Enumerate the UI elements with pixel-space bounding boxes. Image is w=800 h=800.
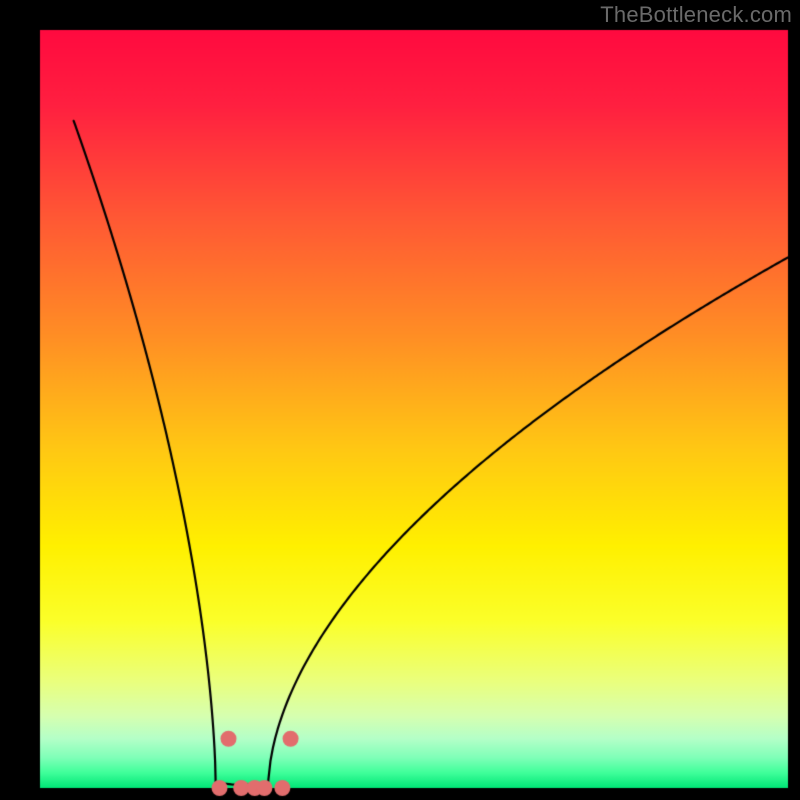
bottleneck-curve-chart	[0, 0, 800, 800]
chart-stage: TheBottleneck.com	[0, 0, 800, 800]
